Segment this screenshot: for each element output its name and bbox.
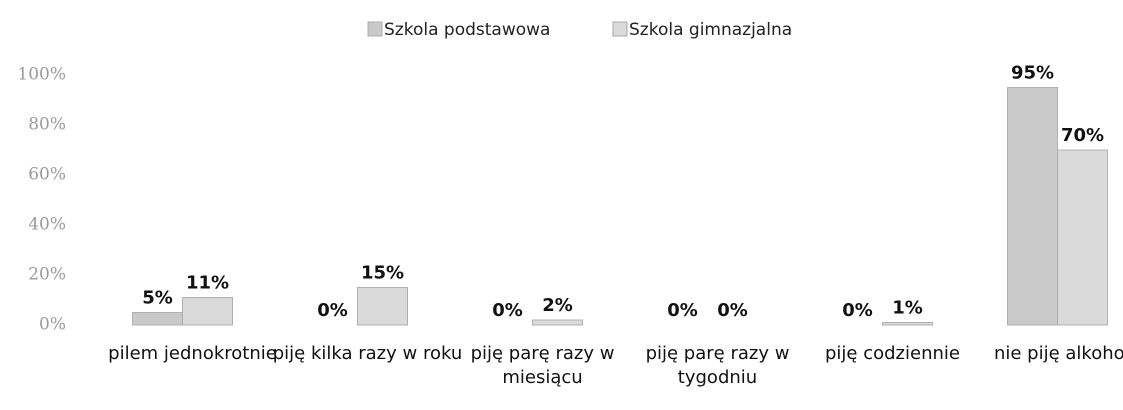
- data-label: 15%: [361, 263, 404, 284]
- x-tick-label: nie piję alkoholu: [993, 343, 1123, 364]
- bar: [357, 287, 408, 326]
- y-tick-label: 60%: [28, 165, 66, 185]
- x-tick-label: piję parę razy w tygodniu: [645, 343, 790, 388]
- data-label: 0%: [667, 300, 698, 321]
- data-label: 5%: [142, 288, 173, 309]
- x-tick-label: piję parę razy w miesiącu: [470, 343, 615, 388]
- data-label: 0%: [317, 300, 348, 321]
- bar: [182, 297, 233, 326]
- legend-swatch: [367, 21, 383, 37]
- legend-label: Szkola gimnazjalna: [629, 20, 792, 40]
- data-label: 70%: [1061, 125, 1104, 146]
- bar: [1007, 87, 1058, 326]
- y-tick-label: 20%: [28, 265, 66, 285]
- bar: [882, 322, 933, 326]
- data-label: 95%: [1011, 63, 1054, 84]
- legend-label: Szkola podstawowa: [384, 20, 550, 40]
- x-tick-label: piję kilka razy w roku: [272, 343, 463, 364]
- y-tick-label: 80%: [28, 115, 66, 135]
- x-tick-label: piję codziennie: [825, 343, 960, 364]
- data-label: 0%: [492, 300, 523, 321]
- legend-swatch: [612, 21, 628, 37]
- bar: [132, 312, 183, 326]
- y-tick-label: 0%: [39, 315, 66, 335]
- x-tick-label: pilem jednokrotnie: [108, 343, 277, 364]
- bar: [1057, 149, 1108, 326]
- data-label: 0%: [717, 300, 748, 321]
- data-label: 1%: [892, 298, 923, 319]
- data-label: 2%: [542, 295, 573, 316]
- data-label: 0%: [842, 300, 873, 321]
- y-tick-label: 40%: [28, 215, 66, 235]
- data-label: 11%: [186, 273, 229, 294]
- y-tick-label: 100%: [17, 65, 66, 85]
- bar: [532, 319, 583, 326]
